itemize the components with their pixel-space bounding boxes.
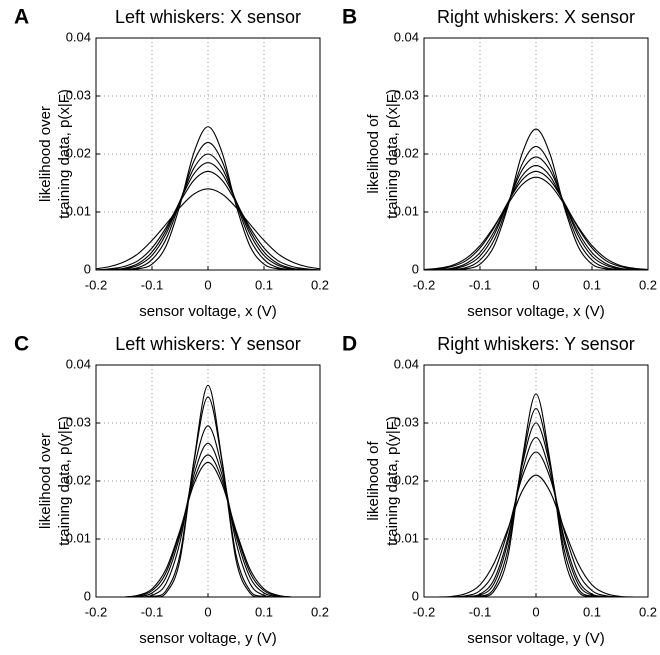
likelihood-curve bbox=[424, 170, 648, 270]
x-tick-label: 0.2 bbox=[639, 604, 657, 619]
axes-box bbox=[423, 37, 649, 271]
likelihood-curve bbox=[96, 384, 320, 597]
x-tick-label: 0.1 bbox=[583, 604, 601, 619]
y-tick-label: 0.03 bbox=[394, 414, 419, 429]
x-axis-label: sensor voltage, y (V) bbox=[467, 630, 605, 647]
x-tick-label: 0.2 bbox=[311, 604, 329, 619]
likelihood-curve bbox=[424, 176, 648, 270]
panel: -0.2 -0.1 0 0.1 0.2 0 0.01 0.02 0.03 0.04 Right wh… bbox=[342, 6, 657, 320]
y-tick-label: 0.02 bbox=[66, 472, 91, 487]
y-axis-label: likelihood over bbox=[37, 106, 54, 202]
panel-title: Right whiskers: Y sensor bbox=[437, 334, 634, 354]
x-tick-label: 0 bbox=[532, 604, 539, 619]
likelihood-curve bbox=[424, 128, 648, 270]
axes-box bbox=[95, 364, 321, 598]
y-tick-label: 0 bbox=[84, 261, 91, 276]
panel-title: Left whiskers: Y sensor bbox=[115, 334, 300, 354]
x-tick-label: -0.2 bbox=[413, 604, 435, 619]
panel: -0.2 -0.1 0 0.1 0.2 0 0.01 0.02 0.03 0.04 Right wh… bbox=[342, 333, 657, 647]
likelihood-curve bbox=[424, 165, 648, 270]
panel: -0.2 -0.1 0 0.1 0.2 0 0.01 0.02 0.03 0.04 Left whi… bbox=[14, 6, 329, 320]
panel-letter: A bbox=[14, 6, 29, 29]
y-tick-label: 0.01 bbox=[66, 203, 91, 218]
y-tick-label: 0.03 bbox=[66, 87, 91, 102]
y-tick-label: 0.04 bbox=[66, 29, 91, 44]
likelihood-curve bbox=[96, 162, 320, 270]
y-tick-label: 0.03 bbox=[66, 414, 91, 429]
likelihood-curve bbox=[96, 153, 320, 270]
x-tick-label: 0 bbox=[532, 277, 539, 292]
y-axis-label: training data, p(y|F) bbox=[384, 416, 401, 546]
likelihood-curve bbox=[96, 141, 320, 270]
likelihood-curve bbox=[96, 188, 320, 270]
likelihood-curve bbox=[96, 396, 320, 597]
y-axis-label: likelihood over bbox=[37, 433, 54, 529]
y-tick-label: 0.03 bbox=[394, 87, 419, 102]
panel-letter: C bbox=[14, 333, 29, 356]
y-axis-label: training data, p(x|F) bbox=[384, 89, 401, 219]
likelihood-curve bbox=[424, 393, 648, 597]
likelihood-curve bbox=[424, 422, 648, 597]
x-tick-label: 0.2 bbox=[639, 277, 657, 292]
y-tick-label: 0 bbox=[412, 261, 419, 276]
x-tick-label: 0.1 bbox=[255, 604, 273, 619]
x-tick-label: -0.2 bbox=[413, 277, 435, 292]
x-tick-label: 0 bbox=[204, 277, 211, 292]
x-tick-label: -0.2 bbox=[85, 604, 107, 619]
panel-title: Right whiskers: X sensor bbox=[437, 7, 635, 27]
panel-title: Left whiskers: X sensor bbox=[115, 7, 301, 27]
likelihood-curve bbox=[424, 474, 648, 597]
likelihood-curve bbox=[96, 461, 320, 597]
y-axis-label: training data, p(x|F) bbox=[56, 89, 73, 219]
likelihood-curve bbox=[96, 170, 320, 270]
x-tick-label: 0.1 bbox=[255, 277, 273, 292]
y-tick-label: 0.02 bbox=[66, 145, 91, 160]
likelihood-curve bbox=[424, 156, 648, 270]
axes-box bbox=[423, 364, 649, 598]
y-tick-label: 0.01 bbox=[394, 203, 419, 218]
axes-box bbox=[95, 37, 321, 271]
y-axis-label: training data, p(y|F) bbox=[56, 416, 73, 546]
x-tick-label: -0.2 bbox=[85, 277, 107, 292]
likelihood-curve bbox=[424, 145, 648, 270]
y-tick-label: 0.02 bbox=[394, 145, 419, 160]
y-tick-label: 0 bbox=[84, 588, 91, 603]
likelihood-curve bbox=[96, 126, 320, 270]
x-tick-label: -0.1 bbox=[141, 604, 163, 619]
panel: -0.2 -0.1 0 0.1 0.2 0 0.01 0.02 0.03 0.04 Left whi… bbox=[14, 333, 329, 647]
likelihood-curve bbox=[424, 407, 648, 597]
panel-letter: B bbox=[342, 6, 357, 29]
y-tick-label: 0.01 bbox=[66, 530, 91, 545]
x-tick-label: -0.1 bbox=[469, 277, 491, 292]
x-axis-label: sensor voltage, y (V) bbox=[139, 630, 277, 647]
x-axis-label: sensor voltage, x (V) bbox=[467, 303, 605, 320]
x-tick-label: -0.1 bbox=[469, 604, 491, 619]
y-axis-label: likelihood of bbox=[365, 441, 382, 521]
y-tick-label: 0.02 bbox=[394, 472, 419, 487]
y-tick-label: 0.04 bbox=[66, 356, 91, 371]
x-axis-label: sensor voltage, x (V) bbox=[139, 303, 277, 320]
likelihood-curve bbox=[96, 425, 320, 597]
panel-letter: D bbox=[342, 333, 357, 356]
y-axis-label: likelihood of bbox=[365, 114, 382, 194]
y-tick-label: 0.01 bbox=[394, 530, 419, 545]
y-tick-label: 0.04 bbox=[394, 29, 419, 44]
x-tick-label: 0.1 bbox=[583, 277, 601, 292]
y-tick-label: 0.04 bbox=[394, 356, 419, 371]
x-tick-label: 0.2 bbox=[311, 277, 329, 292]
y-tick-label: 0 bbox=[412, 588, 419, 603]
x-tick-label: -0.1 bbox=[141, 277, 163, 292]
x-tick-label: 0 bbox=[204, 604, 211, 619]
